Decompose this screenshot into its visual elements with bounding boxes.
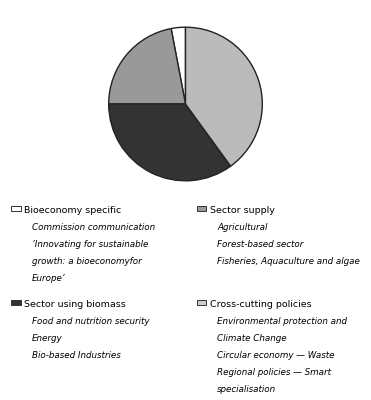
Text: Bio-based Industries: Bio-based Industries bbox=[32, 351, 120, 360]
Wedge shape bbox=[109, 28, 186, 104]
Text: Climate Change: Climate Change bbox=[217, 334, 287, 343]
Wedge shape bbox=[109, 104, 231, 181]
FancyBboxPatch shape bbox=[197, 206, 206, 211]
FancyBboxPatch shape bbox=[11, 206, 21, 211]
Text: ’Innovating for sustainable: ’Innovating for sustainable bbox=[32, 240, 148, 249]
Wedge shape bbox=[186, 27, 262, 166]
Text: Bioeconomy specific: Bioeconomy specific bbox=[24, 206, 121, 215]
Text: Agricultural: Agricultural bbox=[217, 223, 267, 232]
Text: Sector using biomass: Sector using biomass bbox=[24, 300, 126, 309]
Text: Cross-cutting policies: Cross-cutting policies bbox=[210, 300, 311, 309]
FancyBboxPatch shape bbox=[197, 300, 206, 305]
Text: Environmental protection and: Environmental protection and bbox=[217, 317, 347, 326]
Text: Energy: Energy bbox=[32, 334, 62, 343]
Text: Sector supply: Sector supply bbox=[210, 206, 275, 215]
Text: Europe’: Europe’ bbox=[32, 274, 65, 283]
Text: Food and nutrition security: Food and nutrition security bbox=[32, 317, 149, 326]
Text: Forest-based sector: Forest-based sector bbox=[217, 240, 303, 249]
FancyBboxPatch shape bbox=[11, 300, 21, 305]
Text: Commission communication: Commission communication bbox=[32, 223, 155, 232]
Text: specialisation: specialisation bbox=[217, 385, 276, 394]
Wedge shape bbox=[171, 27, 186, 104]
Text: Regional policies — Smart: Regional policies — Smart bbox=[217, 368, 331, 377]
Text: Fisheries, Aquaculture and algae: Fisheries, Aquaculture and algae bbox=[217, 257, 360, 266]
Text: growth: a bioeconomyfor: growth: a bioeconomyfor bbox=[32, 257, 141, 266]
Text: Circular economy — Waste: Circular economy — Waste bbox=[217, 351, 335, 360]
